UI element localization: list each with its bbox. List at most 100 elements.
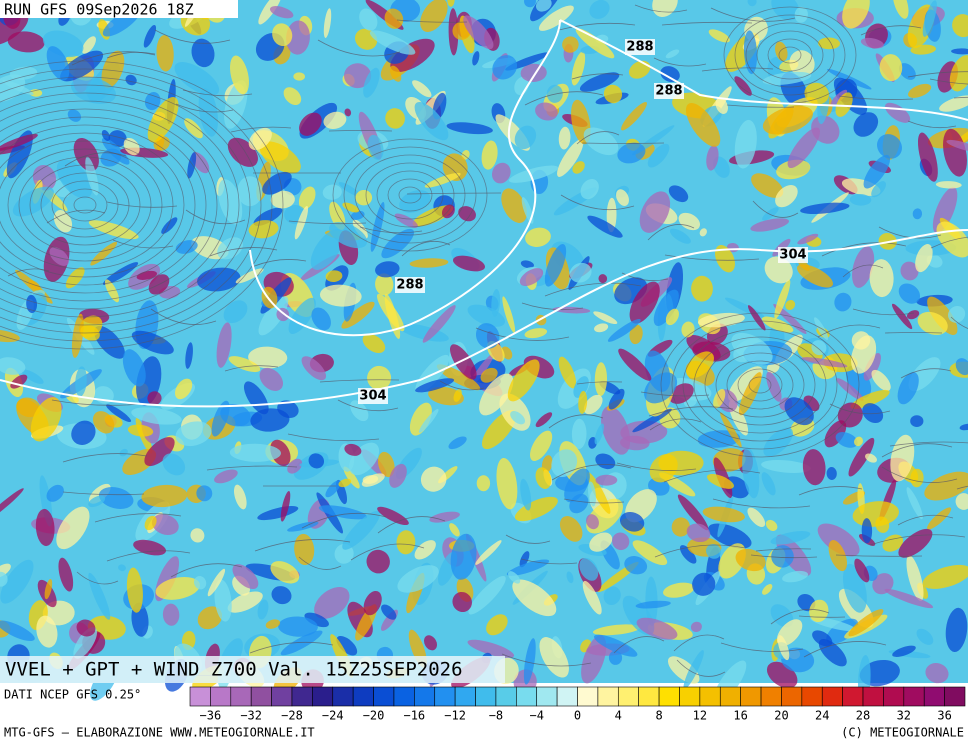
field-blob [713,389,726,409]
streamline [182,89,253,97]
field-blob [381,604,397,620]
field-blob [288,297,316,334]
field-blob [0,559,34,604]
vortex-ring [671,320,849,450]
field-blob [578,390,588,414]
field-blob [955,358,968,376]
field-blob [418,408,439,433]
field-blob [869,259,894,298]
field-blob [906,555,924,602]
field-blob [514,496,558,522]
field-blob [539,637,569,678]
field-blob [649,454,678,483]
field-blob [524,0,536,8]
field-blob [728,366,763,402]
field-blob [514,125,537,150]
field-blob [706,145,719,171]
field-blob [898,283,921,304]
streamline [654,544,746,558]
streamline [648,406,734,417]
field-blob [512,579,557,617]
field-blob [412,80,432,98]
vortex-ring [693,336,827,434]
field-blob [686,523,711,543]
contour-label-bg [654,83,684,99]
field-blob [579,72,620,92]
streamline [581,142,665,144]
field-blob [218,179,243,225]
field-blob [475,323,500,349]
vortex-ring [737,368,783,402]
streamline [337,399,399,412]
field-blob [731,332,773,365]
field-blob [809,599,829,623]
field-blob [450,533,477,580]
field-blob [370,201,385,252]
field-blob [785,300,796,310]
field-blob [781,647,815,673]
field-blob [125,74,137,86]
field-blob [616,189,629,206]
field-blob [910,415,924,427]
streamline [377,516,446,534]
colorbar-box [842,686,864,707]
field-blob [397,565,439,593]
colorbar-box [271,686,293,707]
streamline [439,380,485,391]
field-blob [436,364,481,391]
field-blob [787,127,820,169]
field-blob [363,67,380,98]
field-blob [510,411,526,425]
field-blob [927,296,958,335]
field-blob [228,356,261,373]
field-blob [589,0,610,19]
streamline [521,302,584,311]
field-blob [235,268,264,284]
field-blob [566,571,574,584]
field-blob [912,208,923,220]
field-blob [519,268,544,287]
field-blob [706,473,735,489]
field-blob [46,46,70,81]
colorbar-tick-label: 32 [897,709,911,723]
colorbar-tick-label: 28 [856,709,870,723]
field-blob [342,510,380,550]
field-blob [147,97,179,143]
streamline [798,486,863,496]
field-blob [227,591,263,613]
field-blob [73,137,99,172]
field-blob [916,628,934,645]
field-blob [277,400,299,419]
field-blob [782,570,809,583]
field-blob [538,5,574,31]
field-blob [344,108,352,117]
field-blob [174,62,220,96]
field-blob [0,488,24,522]
field-blob [187,152,197,179]
field-blob [715,245,735,273]
streamline [907,71,968,78]
field-blob [946,139,968,152]
colorbar-tick-label: −12 [444,709,466,723]
field-blob [572,161,585,174]
field-blob [747,305,766,331]
field-blob [21,369,44,384]
field-blob [394,213,418,228]
field-blob [399,323,449,342]
field-blob [663,582,695,598]
streamline [154,29,231,44]
field-blob [422,305,456,343]
field-blob [280,630,323,656]
field-blob [480,367,498,383]
field-blob [835,92,853,117]
streamline [64,152,127,167]
field-blob [0,571,8,587]
field-blob [350,400,369,422]
colorbar-box [883,686,905,707]
field-blob [594,323,609,333]
streamline [653,57,707,67]
field-blob [0,563,11,578]
colorbar-tick-label: −20 [363,709,385,723]
contour-label-bg [625,39,655,55]
field-blob [761,472,776,496]
